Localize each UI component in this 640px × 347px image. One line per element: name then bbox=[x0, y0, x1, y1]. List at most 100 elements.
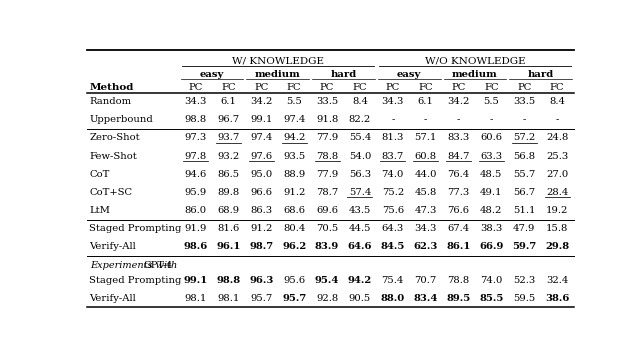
Text: hard: hard bbox=[330, 70, 356, 79]
Text: 81.3: 81.3 bbox=[381, 134, 404, 143]
Text: Zero-Shot: Zero-Shot bbox=[90, 134, 140, 143]
Text: easy: easy bbox=[200, 70, 224, 79]
Text: -: - bbox=[424, 115, 428, 124]
Text: 75.4: 75.4 bbox=[381, 276, 404, 285]
Text: 8.4: 8.4 bbox=[549, 97, 565, 106]
Text: LtM: LtM bbox=[90, 206, 110, 215]
Text: 93.2: 93.2 bbox=[218, 152, 239, 161]
Text: 96.2: 96.2 bbox=[282, 243, 307, 252]
Text: 98.1: 98.1 bbox=[184, 294, 207, 303]
Text: 56.8: 56.8 bbox=[513, 152, 535, 161]
Text: PC: PC bbox=[386, 83, 400, 92]
Text: 76.6: 76.6 bbox=[447, 206, 470, 215]
Text: 97.3: 97.3 bbox=[184, 134, 207, 143]
Text: FC: FC bbox=[287, 83, 301, 92]
Text: 56.3: 56.3 bbox=[349, 170, 371, 179]
Text: 98.8: 98.8 bbox=[216, 276, 241, 285]
Text: 64.6: 64.6 bbox=[348, 243, 372, 252]
Text: 86.0: 86.0 bbox=[184, 206, 207, 215]
Text: 74.0: 74.0 bbox=[480, 276, 502, 285]
Text: 86.5: 86.5 bbox=[218, 170, 239, 179]
Text: Staged Prompting: Staged Prompting bbox=[90, 224, 182, 233]
Text: Few-Shot: Few-Shot bbox=[90, 152, 137, 161]
Text: 95.0: 95.0 bbox=[250, 170, 273, 179]
Text: Verify-All: Verify-All bbox=[90, 294, 136, 303]
Text: 78.8: 78.8 bbox=[447, 276, 470, 285]
Text: 78.7: 78.7 bbox=[316, 188, 338, 197]
Text: 43.5: 43.5 bbox=[349, 206, 371, 215]
Text: PC: PC bbox=[517, 83, 531, 92]
Text: 98.8: 98.8 bbox=[184, 115, 207, 124]
Text: 63.3: 63.3 bbox=[480, 152, 502, 161]
Text: 99.1: 99.1 bbox=[184, 276, 208, 285]
Text: Method: Method bbox=[90, 83, 134, 92]
Text: 75.6: 75.6 bbox=[381, 206, 404, 215]
Text: 88.9: 88.9 bbox=[283, 170, 305, 179]
Text: -: - bbox=[556, 115, 559, 124]
Text: 91.2: 91.2 bbox=[283, 188, 305, 197]
Text: FC: FC bbox=[550, 83, 564, 92]
Text: 60.8: 60.8 bbox=[415, 152, 436, 161]
Text: 5.5: 5.5 bbox=[286, 97, 302, 106]
Text: 98.1: 98.1 bbox=[218, 294, 239, 303]
Text: medium: medium bbox=[452, 70, 498, 79]
Text: 97.4: 97.4 bbox=[283, 115, 305, 124]
Text: 83.9: 83.9 bbox=[315, 243, 339, 252]
Text: 76.4: 76.4 bbox=[447, 170, 470, 179]
Text: 48.5: 48.5 bbox=[480, 170, 502, 179]
Text: Verify-All: Verify-All bbox=[90, 243, 136, 252]
Text: 83.7: 83.7 bbox=[381, 152, 404, 161]
Text: -: - bbox=[522, 115, 526, 124]
Text: 68.6: 68.6 bbox=[284, 206, 305, 215]
Text: 55.7: 55.7 bbox=[513, 170, 535, 179]
Text: 97.6: 97.6 bbox=[250, 152, 273, 161]
Text: 81.6: 81.6 bbox=[218, 224, 239, 233]
Text: 85.5: 85.5 bbox=[479, 294, 504, 303]
Text: 66.9: 66.9 bbox=[479, 243, 504, 252]
Text: 64.3: 64.3 bbox=[381, 224, 404, 233]
Text: 95.4: 95.4 bbox=[315, 276, 339, 285]
Text: 90.5: 90.5 bbox=[349, 294, 371, 303]
Text: 78.8: 78.8 bbox=[316, 152, 338, 161]
Text: 34.2: 34.2 bbox=[447, 97, 470, 106]
Text: 95.7: 95.7 bbox=[282, 294, 307, 303]
Text: 69.6: 69.6 bbox=[316, 206, 338, 215]
Text: 96.1: 96.1 bbox=[216, 243, 241, 252]
Text: 77.3: 77.3 bbox=[447, 188, 470, 197]
Text: 93.7: 93.7 bbox=[218, 134, 239, 143]
Text: 54.0: 54.0 bbox=[349, 152, 371, 161]
Text: GPT-4: GPT-4 bbox=[143, 261, 173, 270]
Text: 89.5: 89.5 bbox=[446, 294, 470, 303]
Text: FC: FC bbox=[484, 83, 499, 92]
Text: 86.1: 86.1 bbox=[446, 243, 470, 252]
Text: 96.7: 96.7 bbox=[218, 115, 239, 124]
Text: PC: PC bbox=[451, 83, 466, 92]
Text: 70.7: 70.7 bbox=[415, 276, 436, 285]
Text: FC: FC bbox=[353, 83, 367, 92]
Text: 89.8: 89.8 bbox=[218, 188, 239, 197]
Text: 44.0: 44.0 bbox=[415, 170, 437, 179]
Text: 99.1: 99.1 bbox=[250, 115, 273, 124]
Text: 98.6: 98.6 bbox=[184, 243, 208, 252]
Text: Upperbound: Upperbound bbox=[90, 115, 153, 124]
Text: 92.8: 92.8 bbox=[316, 294, 338, 303]
Text: 60.6: 60.6 bbox=[481, 134, 502, 143]
Text: 34.2: 34.2 bbox=[250, 97, 273, 106]
Text: 91.2: 91.2 bbox=[250, 224, 273, 233]
Text: 34.3: 34.3 bbox=[415, 224, 437, 233]
Text: 56.7: 56.7 bbox=[513, 188, 535, 197]
Text: 68.9: 68.9 bbox=[218, 206, 239, 215]
Text: 38.6: 38.6 bbox=[545, 294, 569, 303]
Text: Staged Prompting: Staged Prompting bbox=[90, 276, 182, 285]
Text: 47.3: 47.3 bbox=[415, 206, 437, 215]
Text: 91.9: 91.9 bbox=[184, 224, 207, 233]
Text: 77.9: 77.9 bbox=[316, 134, 338, 143]
Text: 8.4: 8.4 bbox=[352, 97, 368, 106]
Text: 6.1: 6.1 bbox=[418, 97, 433, 106]
Text: 19.2: 19.2 bbox=[546, 206, 568, 215]
Text: 5.5: 5.5 bbox=[483, 97, 499, 106]
Text: 95.9: 95.9 bbox=[184, 188, 207, 197]
Text: 96.6: 96.6 bbox=[250, 188, 273, 197]
Text: 84.5: 84.5 bbox=[381, 243, 405, 252]
Text: 52.3: 52.3 bbox=[513, 276, 535, 285]
